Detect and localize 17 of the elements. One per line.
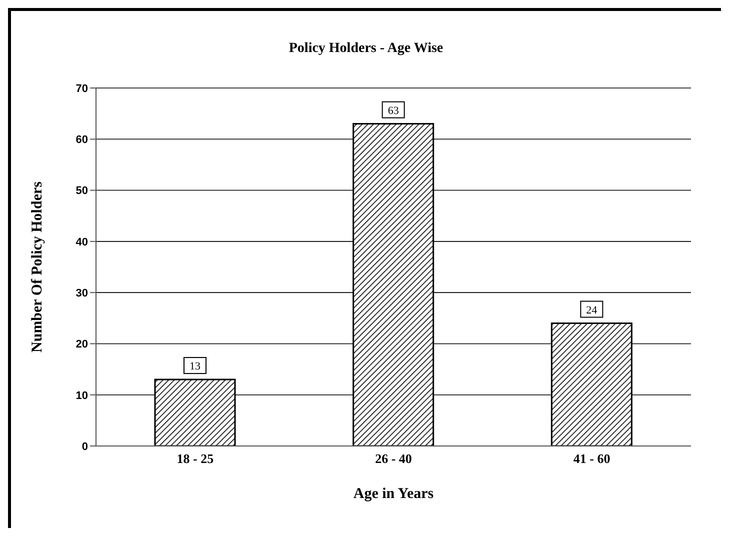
- y-axis-title: Number Of Policy Holders: [29, 181, 46, 352]
- x-tick-label: 41 - 60: [573, 451, 610, 466]
- data-label: 24: [586, 304, 598, 316]
- y-tick-label: 70: [76, 82, 88, 95]
- y-tick-label: 30: [76, 287, 88, 300]
- y-tick-label: 40: [76, 236, 88, 248]
- y-tick-label: 0: [82, 440, 88, 453]
- y-tick-label: 60: [76, 134, 88, 146]
- x-axis-title: Age in Years: [353, 486, 434, 502]
- y-tick-label: 10: [76, 390, 88, 402]
- y-tick-label: 20: [76, 338, 88, 351]
- data-label: 63: [388, 104, 400, 117]
- chart-title: Policy Holders - Age Wise: [288, 41, 444, 57]
- x-tick-label: 18 - 25: [176, 451, 214, 466]
- data-label: 13: [190, 360, 201, 373]
- y-tick-label: 50: [76, 185, 88, 198]
- x-tick-label: 26 - 40: [375, 451, 412, 466]
